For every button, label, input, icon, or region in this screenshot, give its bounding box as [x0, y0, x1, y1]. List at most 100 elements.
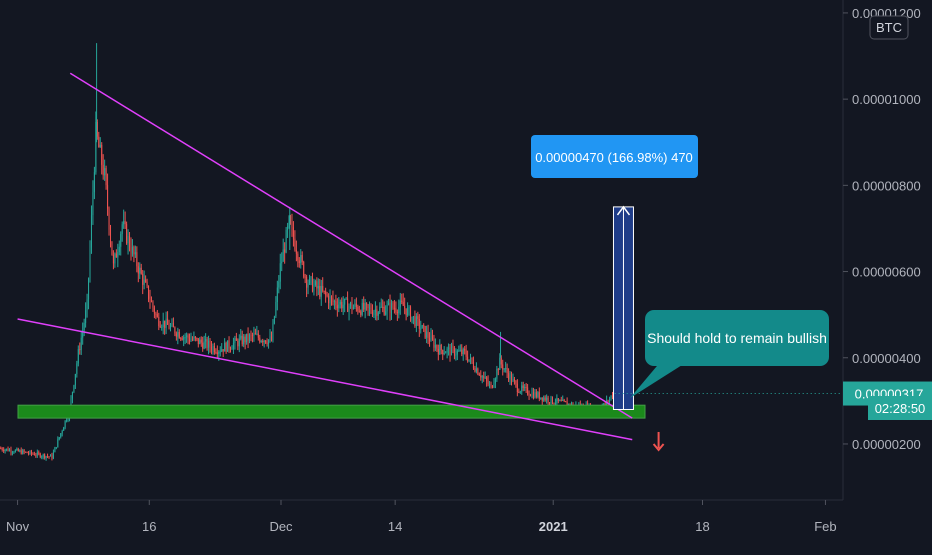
candle-body	[10, 449, 12, 453]
candle-body	[155, 313, 157, 315]
candle-body	[480, 375, 482, 378]
candle-body	[338, 304, 340, 309]
candle-body	[102, 164, 104, 176]
candle-body	[7, 448, 9, 451]
candle-body	[284, 249, 286, 253]
candle-body	[405, 308, 407, 316]
candle-body	[546, 397, 548, 401]
candle-body	[189, 338, 191, 342]
candle-body	[265, 340, 267, 343]
x-tick-label: Feb	[814, 519, 836, 534]
candle-body	[503, 368, 505, 370]
measure-label[interactable]: 0.00000470 (166.98%) 470	[531, 135, 698, 178]
candle-body	[180, 338, 182, 340]
candle-body	[104, 168, 106, 176]
candle-body	[42, 454, 44, 457]
candle-body	[367, 304, 369, 309]
candle-body	[278, 281, 280, 288]
candle-body	[136, 252, 138, 267]
candle-body	[513, 378, 515, 381]
candle-body	[161, 326, 163, 328]
candle-body	[76, 363, 78, 374]
candle-body	[534, 392, 536, 398]
candle-body	[172, 323, 174, 328]
candle-body	[436, 345, 438, 349]
candle-body	[121, 224, 123, 235]
candle-body	[298, 260, 300, 264]
candle-body	[449, 347, 451, 356]
upper-trendline[interactable]	[69, 72, 633, 419]
candle-body	[532, 392, 534, 398]
candles-layer	[0, 43, 616, 461]
candle-body	[490, 384, 492, 386]
y-axis[interactable]: 0.000012000.000010000.000008000.00000600…	[843, 6, 921, 452]
candle-body	[232, 343, 234, 349]
candle-body	[28, 453, 30, 455]
candle-body	[32, 453, 34, 455]
candle-body	[383, 306, 385, 315]
y-tick-label: 0.00000400	[852, 351, 921, 366]
candle-body	[237, 340, 239, 347]
candle-body	[270, 336, 272, 341]
candle-body	[461, 349, 463, 355]
candle-body	[553, 403, 555, 405]
candle-body	[171, 323, 173, 327]
candle-body	[535, 392, 537, 397]
candle-body	[610, 395, 612, 399]
candle-body	[426, 331, 428, 338]
candle-body	[350, 302, 352, 307]
candle-body	[205, 339, 207, 342]
candle-body	[408, 307, 410, 309]
candle-body	[332, 297, 334, 302]
candle-body	[418, 318, 420, 329]
candle-body	[563, 399, 565, 402]
candle-body	[196, 337, 198, 339]
candle-body	[218, 351, 220, 355]
callout[interactable]: Should hold to remain bullish	[630, 310, 829, 398]
candle-body	[433, 339, 435, 348]
candle-body	[502, 364, 504, 370]
candle-body	[437, 348, 439, 355]
candle-body	[288, 216, 290, 227]
candle-body	[92, 192, 94, 216]
currency-badge[interactable]: BTC	[869, 15, 909, 40]
candle-body	[206, 339, 208, 348]
candle-body	[430, 335, 432, 342]
candle-body	[326, 294, 328, 296]
candle-body	[193, 336, 195, 340]
candle-body	[73, 385, 75, 392]
candle-body	[272, 323, 274, 341]
candle-body	[468, 359, 470, 362]
support-zone[interactable]	[17, 404, 646, 419]
candle-body	[143, 279, 145, 285]
candle-body	[390, 303, 393, 313]
candle-body	[471, 357, 473, 363]
candle-body	[373, 311, 375, 316]
candle-body	[493, 383, 495, 388]
candle-body	[531, 392, 533, 396]
candle-body	[465, 350, 467, 357]
candle-body	[389, 302, 391, 313]
x-axis[interactable]: Nov 16 Dec 14 2021 18 Feb	[6, 500, 837, 534]
candle-body	[146, 282, 148, 286]
candle-body	[494, 378, 496, 384]
candle-body	[333, 301, 335, 303]
drawings-layer[interactable]	[17, 72, 843, 452]
candle-body	[269, 336, 271, 340]
candle-body	[115, 253, 117, 258]
candle-body	[474, 368, 476, 372]
last-price-tag: 0.00000317 02:28:50	[843, 381, 932, 420]
candle-body	[279, 263, 281, 282]
lower-trendline[interactable]	[17, 318, 633, 441]
candle-body	[240, 335, 242, 339]
candle-body	[484, 377, 486, 379]
candle-body	[420, 328, 422, 330]
candle-body	[183, 337, 185, 340]
candle-body	[133, 246, 135, 255]
candle-body	[90, 215, 92, 248]
candle-body	[557, 398, 559, 401]
candle-body	[45, 456, 47, 458]
